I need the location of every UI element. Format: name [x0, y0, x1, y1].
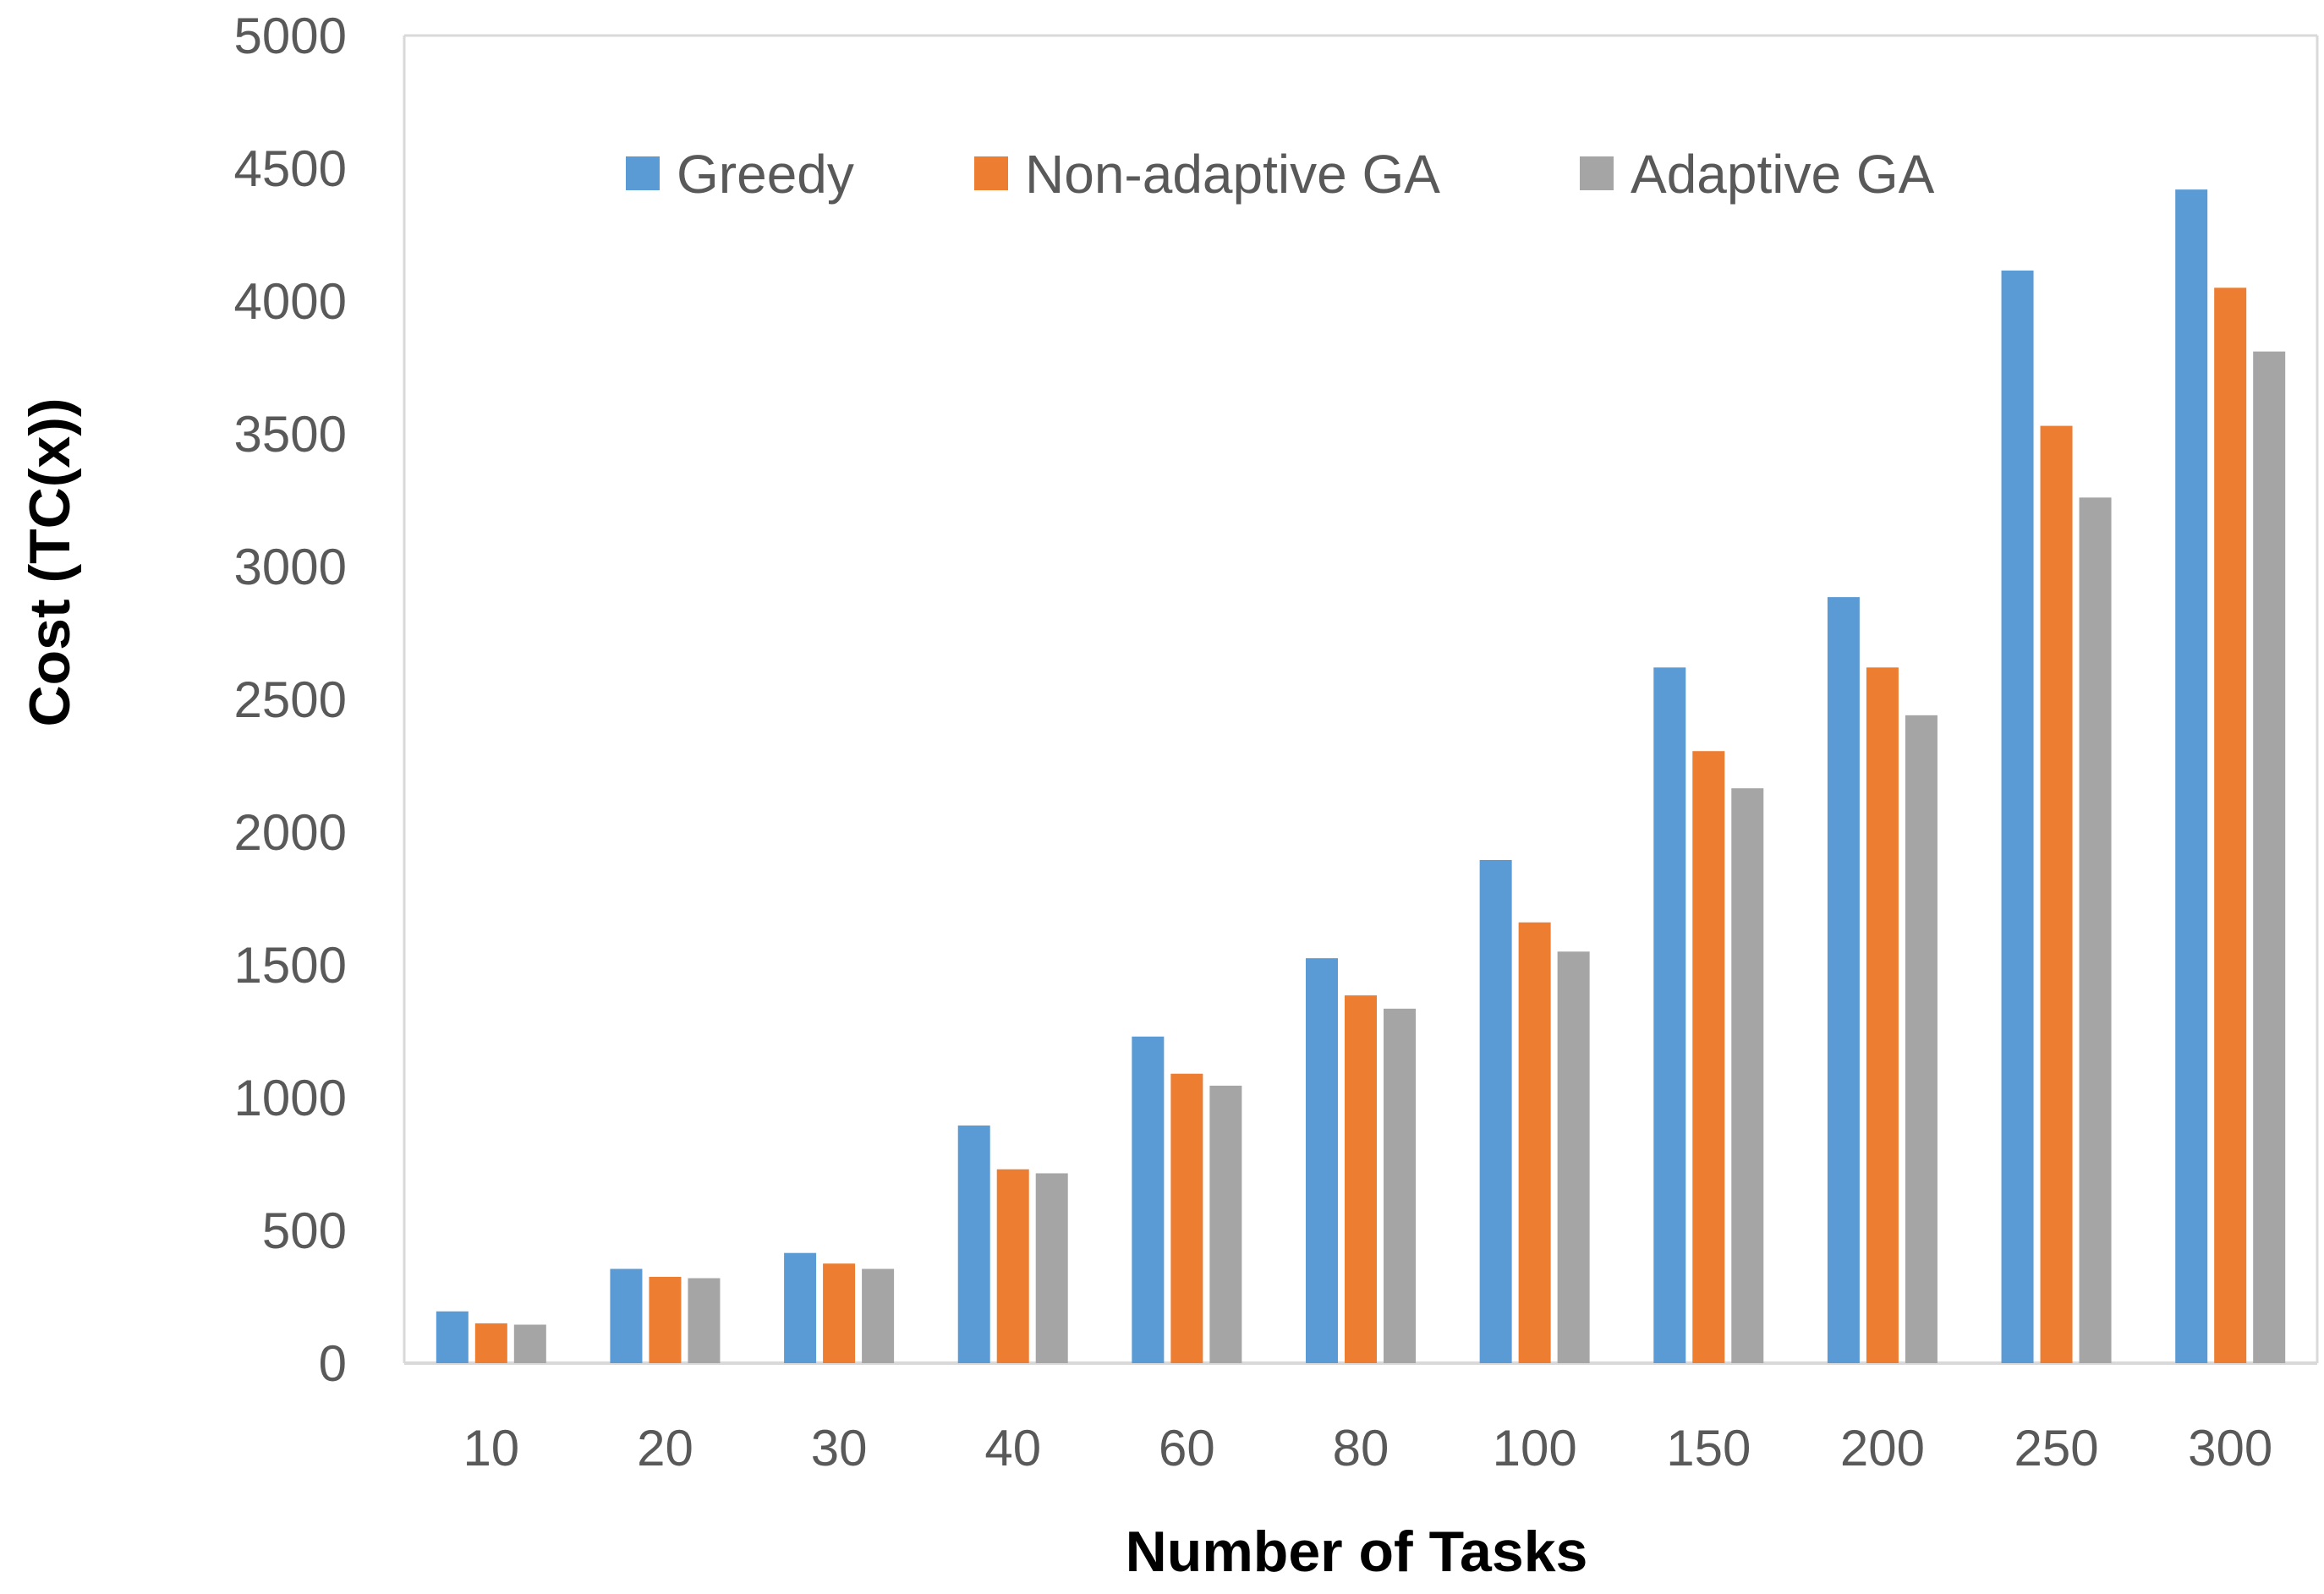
x-tick-label: 80	[1333, 1420, 1389, 1476]
x-tick-label: 200	[1840, 1420, 1925, 1476]
x-tick-label: 300	[2188, 1420, 2272, 1476]
y-axis-ticks: 0 500 1000 1500 2000 2500 3000 3500 4000 4500 5000	[234, 8, 347, 1392]
legend-label: Adaptive GA	[1631, 144, 1935, 205]
y-tick-label: 2000	[234, 804, 347, 861]
bar-adaptive-ga-30	[862, 1268, 895, 1363]
legend-swatch	[974, 156, 1008, 190]
bar-adaptive-ga-20	[688, 1278, 721, 1363]
legend: Greedy Non-adaptive GA Adaptive GA	[626, 144, 1935, 205]
bar-non-adaptive-ga-200	[1866, 667, 1899, 1363]
bar-greedy-40	[957, 1125, 990, 1363]
x-tick-label: 250	[2014, 1420, 2098, 1476]
x-tick-label: 30	[811, 1420, 868, 1476]
y-tick-label: 2500	[234, 671, 347, 728]
bar-adaptive-ga-300	[2253, 351, 2286, 1363]
bar-adaptive-ga-10	[513, 1324, 546, 1363]
bar-non-adaptive-ga-250	[2040, 425, 2073, 1364]
bar-adaptive-ga-100	[1557, 951, 1590, 1363]
bars-group	[436, 189, 2286, 1364]
bar-non-adaptive-ga-40	[996, 1169, 1029, 1363]
bar-adaptive-ga-200	[1905, 715, 1938, 1363]
bar-greedy-20	[610, 1268, 643, 1363]
x-tick-label: 20	[637, 1420, 693, 1476]
y-tick-label: 4500	[234, 140, 347, 197]
bar-greedy-10	[436, 1311, 469, 1363]
x-tick-label: 60	[1159, 1420, 1215, 1476]
x-tick-label: 100	[1493, 1420, 1577, 1476]
x-axis-ticks: 10 20 30 40 60 80 100 150 200 250 300	[463, 1420, 2272, 1476]
bar-non-adaptive-ga-10	[474, 1323, 507, 1363]
bar-adaptive-ga-80	[1384, 1008, 1416, 1363]
bar-greedy-250	[2001, 270, 2034, 1363]
bar-non-adaptive-ga-80	[1345, 995, 1377, 1363]
bar-adaptive-ga-150	[1731, 788, 1764, 1363]
x-axis-title: Number of Tasks	[1126, 1520, 1588, 1584]
legend-swatch	[1580, 156, 1614, 190]
y-tick-label: 1500	[234, 937, 347, 994]
x-tick-label: 40	[984, 1420, 1041, 1476]
bar-non-adaptive-ga-60	[1170, 1073, 1203, 1363]
y-tick-label: 500	[262, 1202, 347, 1259]
bar-greedy-100	[1479, 859, 1512, 1363]
y-tick-label: 3500	[234, 406, 347, 463]
bar-adaptive-ga-60	[1209, 1085, 1242, 1363]
bar-non-adaptive-ga-100	[1518, 922, 1551, 1363]
legend-label: Non-adaptive GA	[1025, 144, 1440, 205]
bar-greedy-30	[784, 1252, 817, 1363]
bar-adaptive-ga-40	[1035, 1173, 1068, 1363]
y-tick-label: 4000	[234, 273, 347, 330]
bar-adaptive-ga-250	[2079, 497, 2112, 1363]
legend-swatch	[626, 156, 660, 190]
bar-greedy-200	[1827, 597, 1860, 1363]
bar-non-adaptive-ga-30	[823, 1263, 856, 1363]
bar-greedy-60	[1132, 1036, 1165, 1363]
bar-greedy-150	[1653, 667, 1686, 1363]
y-tick-label: 5000	[234, 8, 347, 64]
x-tick-label: 150	[1666, 1420, 1751, 1476]
bar-greedy-80	[1306, 958, 1338, 1363]
bar-non-adaptive-ga-300	[2214, 288, 2247, 1363]
y-tick-label: 0	[319, 1335, 347, 1392]
bar-non-adaptive-ga-150	[1692, 751, 1725, 1363]
bar-non-adaptive-ga-20	[649, 1276, 682, 1363]
bar-greedy-300	[2175, 189, 2208, 1363]
x-tick-label: 10	[463, 1420, 519, 1476]
y-tick-label: 3000	[234, 539, 347, 595]
legend-label: Greedy	[677, 144, 854, 205]
y-axis-title: Cost (TC(x))	[18, 397, 82, 726]
y-tick-label: 1000	[234, 1070, 347, 1126]
